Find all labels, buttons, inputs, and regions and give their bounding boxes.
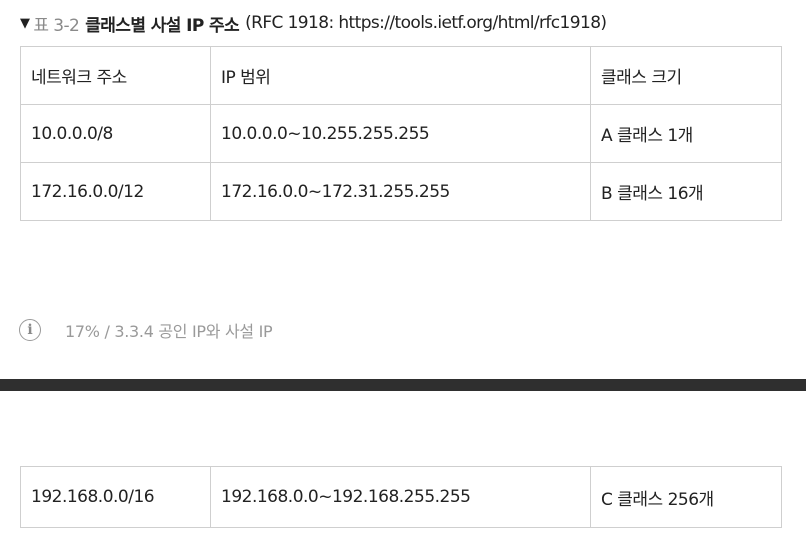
- triangle-down-icon: ▼: [20, 15, 30, 31]
- progress-separator: /: [104, 322, 110, 341]
- cell-class-size: C 클래스 256개: [590, 466, 782, 528]
- progress-section: 3.3.4 공인 IP와 사설 IP: [114, 322, 273, 341]
- cell-ip-range: 192.168.0.0~192.168.255.255: [210, 466, 591, 528]
- header-network-address: 네트워크 주소: [20, 46, 211, 105]
- table-caption: ▼ 표 3-2 클래스별 사설 IP 주소 (RFC 1918: https:/…: [20, 8, 607, 38]
- cell-class-size: A 클래스 1개: [590, 104, 782, 163]
- page-divider: [0, 379, 806, 391]
- private-ip-table: 네트워크 주소 IP 범위 클래스 크기 10.0.0.0/8 10.0.0.0…: [20, 46, 782, 221]
- progress-percent: 17%: [65, 322, 100, 341]
- info-icon[interactable]: i: [19, 319, 41, 341]
- private-ip-table-continued: 192.168.0.0/16 192.168.0.0~192.168.255.2…: [20, 466, 782, 528]
- cell-ip-range: 10.0.0.0~10.255.255.255: [210, 104, 591, 163]
- table-row: 192.168.0.0/16 192.168.0.0~192.168.255.2…: [20, 466, 782, 528]
- header-class-size: 클래스 크기: [590, 46, 782, 105]
- table-header-row: 네트워크 주소 IP 범위 클래스 크기: [20, 46, 782, 105]
- table-row: 172.16.0.0/12 172.16.0.0~172.31.255.255 …: [20, 162, 782, 221]
- table-number: 표 3-2: [33, 15, 80, 36]
- reading-progress: i 17% / 3.3.4 공인 IP와 사설 IP: [19, 317, 273, 343]
- cell-ip-range: 172.16.0.0~172.31.255.255: [210, 162, 591, 221]
- cell-network-address: 192.168.0.0/16: [20, 466, 211, 528]
- cell-network-address: 172.16.0.0/12: [20, 162, 211, 221]
- table-source: (RFC 1918: https://tools.ietf.org/html/r…: [245, 13, 607, 33]
- cell-class-size: B 클래스 16개: [590, 162, 782, 221]
- cell-network-address: 10.0.0.0/8: [20, 104, 211, 163]
- progress-text: 17% / 3.3.4 공인 IP와 사설 IP: [65, 318, 273, 342]
- header-ip-range: IP 범위: [210, 46, 591, 105]
- table-title: 클래스별 사설 IP 주소: [85, 15, 240, 36]
- table-row: 10.0.0.0/8 10.0.0.0~10.255.255.255 A 클래스…: [20, 104, 782, 163]
